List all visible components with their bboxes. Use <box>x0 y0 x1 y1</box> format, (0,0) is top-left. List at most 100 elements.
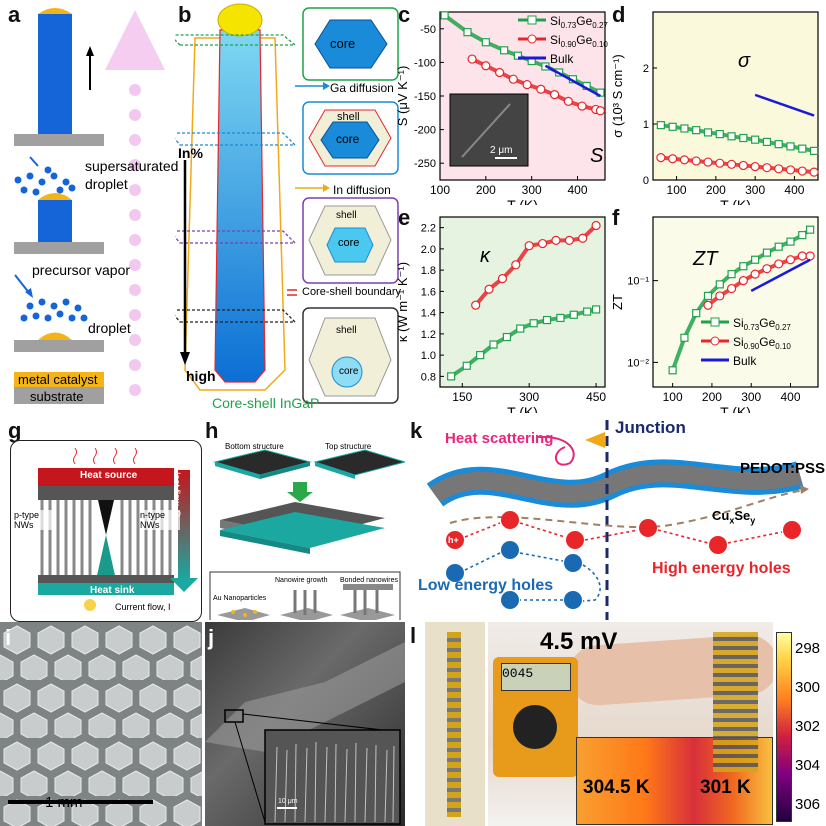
x-tick-label: 100 <box>430 183 450 197</box>
chart-d: 100 200 300 400 0 1 2 T (K) σ (10³ S cm⁻¹) σ <box>610 11 819 205</box>
y-tick-label: 2.2 <box>421 223 436 235</box>
legend-marker <box>527 15 537 25</box>
label-nanowire-growth: Nanowire growth <box>275 577 328 584</box>
chart-title: σ <box>738 50 751 72</box>
cbar-tick-3: 304 <box>795 757 821 774</box>
panel-i-photo <box>0 622 202 826</box>
y-tick-label: 1 <box>643 119 649 131</box>
data-point <box>762 264 772 274</box>
hole-label: h+ <box>448 535 459 545</box>
panel-label-a: a <box>8 2 21 27</box>
data-point <box>692 126 701 135</box>
y-axis-label: ZT <box>610 294 625 310</box>
y-tick-label: -100 <box>414 57 436 69</box>
panel-h-diagram <box>209 449 405 620</box>
panel-label-h: h <box>205 418 219 443</box>
data-point <box>785 165 796 175</box>
label-bonded-nanowires: Bonded nanowires <box>340 577 398 584</box>
box2-core: core <box>336 132 360 146</box>
label-in-diffusion: In diffusion <box>333 183 391 197</box>
data-point <box>762 248 772 257</box>
data-point <box>578 233 588 243</box>
panel-j-photo <box>205 622 405 826</box>
data-point <box>516 324 525 333</box>
y-tick-label: 2.0 <box>421 244 436 256</box>
label-au-nanoparticles: Au Nanoparticles <box>213 595 267 602</box>
temp-right: 301 K <box>700 777 751 798</box>
data-point <box>596 88 605 97</box>
data-point <box>591 220 601 231</box>
label-high: high <box>186 368 216 384</box>
data-point <box>511 260 521 270</box>
data-point <box>727 270 736 279</box>
data-point <box>668 122 677 131</box>
panel-b-diagram <box>175 3 399 404</box>
y-tick-label: -250 <box>414 158 436 170</box>
series-line <box>750 258 811 292</box>
data-point <box>595 106 606 116</box>
vapor-particles-2 <box>14 166 76 196</box>
data-point <box>513 51 523 60</box>
label-precursor: precursor vapor <box>32 262 131 278</box>
label-heat-flow: Heat flow, Q <box>172 468 182 518</box>
plot-area <box>439 216 606 388</box>
x-tick-label: 200 <box>476 183 496 197</box>
data-point <box>751 255 760 264</box>
data-point <box>762 163 772 173</box>
substrate-3 <box>14 340 104 352</box>
panel-label-i: i <box>5 625 12 650</box>
legend-marker <box>527 34 537 44</box>
y-axis-label: σ (10³ S cm⁻¹) <box>610 54 625 138</box>
data-point <box>569 310 578 319</box>
y-tick-label: -150 <box>414 91 436 103</box>
data-point <box>494 67 505 78</box>
data-point <box>739 262 748 271</box>
data-point <box>537 238 548 249</box>
data-point <box>774 259 784 269</box>
y-tick-label: 1.8 <box>421 265 436 277</box>
cu-x: x <box>729 515 735 526</box>
label-supersaturated: supersaturated <box>85 158 179 174</box>
data-point <box>463 28 472 37</box>
data-point <box>715 158 725 168</box>
cu-se: Se <box>734 508 751 523</box>
label-droplet: droplet <box>88 320 131 336</box>
data-point <box>591 305 601 314</box>
box4-shell: shell <box>336 325 357 336</box>
panel-label-j: j <box>208 625 215 650</box>
x-tick-label: 450 <box>586 390 606 404</box>
plot-area <box>652 11 819 181</box>
data-point <box>680 124 689 133</box>
growth-arrow-dots <box>129 84 141 396</box>
data-point <box>774 242 783 251</box>
cbar-tick-2: 302 <box>795 718 821 735</box>
scale-bar-label: 2 μm <box>490 145 512 156</box>
label-n-type: n-type NWs <box>140 510 180 530</box>
chart-title: κ <box>480 245 491 267</box>
panel-label-l: l <box>410 623 417 648</box>
x-axis-label: T (K) <box>507 404 538 413</box>
data-point <box>727 132 736 141</box>
y-tick-label: 1.2 <box>421 329 436 341</box>
data-point <box>739 133 748 143</box>
y-axis-label: κ (W m⁻¹ K⁻¹) <box>395 262 410 342</box>
label-p-type: p-type NWs <box>14 510 54 530</box>
data-point <box>691 156 701 166</box>
label-substrate: substrate <box>30 389 84 404</box>
y-tick-label: 10⁻² <box>627 357 649 369</box>
x-tick-label: 300 <box>741 390 761 404</box>
data-point <box>563 96 573 106</box>
y-tick-label: 1.4 <box>421 308 436 320</box>
y-tick-label: 2 <box>643 63 649 75</box>
data-point <box>542 315 552 325</box>
x-tick-label: 100 <box>667 183 687 197</box>
data-point <box>656 121 665 130</box>
panel-k-diagram <box>426 420 809 620</box>
label-heat-scattering: Heat scattering <box>445 430 554 447</box>
data-point <box>481 61 491 71</box>
label-cuxsey: CuxSey <box>712 508 755 526</box>
temp-left: 304.5 K <box>583 777 650 798</box>
label-junction: Junction <box>615 418 686 437</box>
data-point <box>715 291 725 301</box>
series-line <box>544 64 602 98</box>
